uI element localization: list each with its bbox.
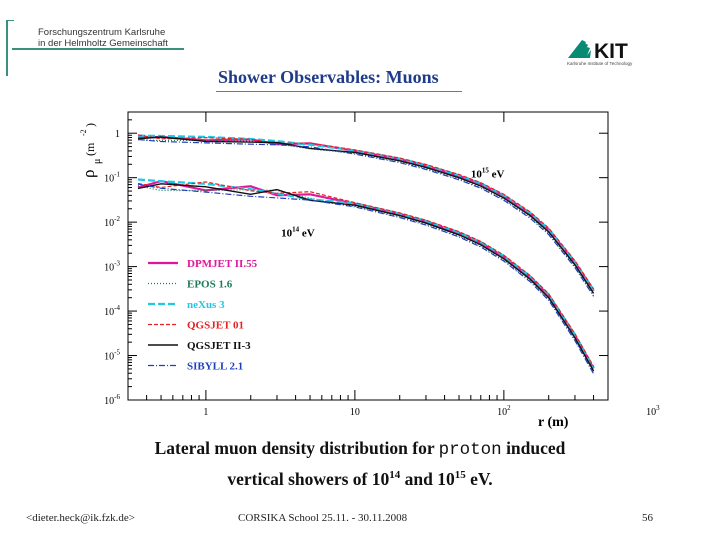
caption-proton: proton — [438, 440, 502, 460]
caption-line1-b: induced — [501, 438, 566, 458]
y-tick-label: 10-4 — [104, 304, 120, 318]
institution-line2: in der Helmholtz Gemeinschaft — [38, 37, 168, 49]
legend-label: QGSJET II-3 — [187, 340, 251, 352]
x-tick-label: 102 — [497, 404, 511, 418]
caption-line2-b: and 10 — [400, 468, 455, 489]
footer-event: CORSIKA School 25.11. - 30.11.2008 — [238, 512, 408, 524]
curve-epos-1-6-e15 — [137, 139, 595, 296]
legend-label: SIBYLL 2.1 — [187, 361, 243, 373]
caption-line2-a: vertical showers of 10 — [227, 468, 390, 489]
header-bracket — [6, 20, 14, 76]
y-axis-label-unit: (m — [83, 142, 97, 156]
caption-line2: vertical showers of 1014 and 1015 eV. — [0, 463, 720, 492]
curve-qgsjet-01-e15 — [137, 134, 595, 290]
y-axis-label-unit-exp: -2 — [79, 129, 88, 136]
page-number: 56 — [642, 512, 653, 524]
y-tick-label: 10-6 — [104, 393, 120, 407]
y-tick-label: 10-5 — [104, 349, 120, 363]
title-underline — [216, 91, 462, 92]
y-tick-label: 10-3 — [104, 260, 120, 274]
header-rule — [12, 48, 184, 50]
curve-qgsjet-ii-3-e15 — [137, 136, 595, 294]
figure-caption: Lateral muon density distribution for pr… — [0, 436, 720, 492]
footer-email: <dieter.heck@ik.fzk.de> — [26, 512, 135, 524]
energy-annotation-e14: 1014 eV — [281, 226, 315, 240]
curve-qgsjet-01-e14 — [137, 181, 595, 367]
curve-qgsjet-ii-3-e14 — [137, 183, 595, 372]
x-tick-label: 103 — [646, 404, 660, 418]
x-tick-label: 10 — [350, 407, 360, 418]
energy-annotation-e15: 1015 eV — [471, 167, 505, 181]
y-axis-label-mu: μ — [92, 159, 103, 164]
x-axis-label: r (m) — [538, 415, 569, 430]
kit-subtitle: Karlsruhe Institute of Technology — [567, 61, 633, 66]
y-axis-label-rho: ρ — [79, 170, 98, 178]
kit-logo: KIT — [568, 40, 628, 63]
kit-logo-text: KIT — [594, 40, 628, 63]
muon-density-chart: ρ μ (m -2 ) 110-110-210-310-410-510-61 10… — [79, 111, 660, 430]
x-tick-label: 1 — [203, 407, 208, 418]
legend-label: neXus 3 — [187, 299, 225, 311]
institution-name: Forschungszentrum Karlsruhe in der Helmh… — [38, 27, 168, 49]
y-tick-label: 1 — [115, 129, 120, 140]
caption-line2-c: eV. — [465, 468, 493, 489]
plot-frame — [127, 111, 609, 401]
caption-exp-15: 15 — [454, 469, 466, 481]
y-axis-label-unit-close: ) — [83, 123, 97, 127]
curve-sibyll-2-1-e15 — [137, 138, 595, 297]
institution-line1: Forschungszentrum Karlsruhe — [38, 27, 166, 38]
legend-label: QGSJET 01 — [187, 320, 244, 332]
y-tick-label: 10-1 — [104, 171, 120, 185]
y-axis-label: ρ μ (m -2 ) — [79, 123, 103, 178]
legend-label: EPOS 1.6 — [187, 279, 233, 291]
slide-title: Shower Observables: Muons — [218, 67, 439, 87]
x-axis-label-text: r (m) — [538, 415, 569, 430]
curve-sibyll-2-1-e14 — [137, 183, 595, 375]
caption-line1-a: Lateral muon density distribution for — [154, 438, 439, 458]
caption-exp-14: 14 — [389, 469, 401, 481]
legend-label: DPMJET II.55 — [187, 258, 258, 270]
caption-line1: Lateral muon density distribution for pr… — [0, 436, 720, 463]
y-tick-label: 10-2 — [104, 215, 120, 229]
